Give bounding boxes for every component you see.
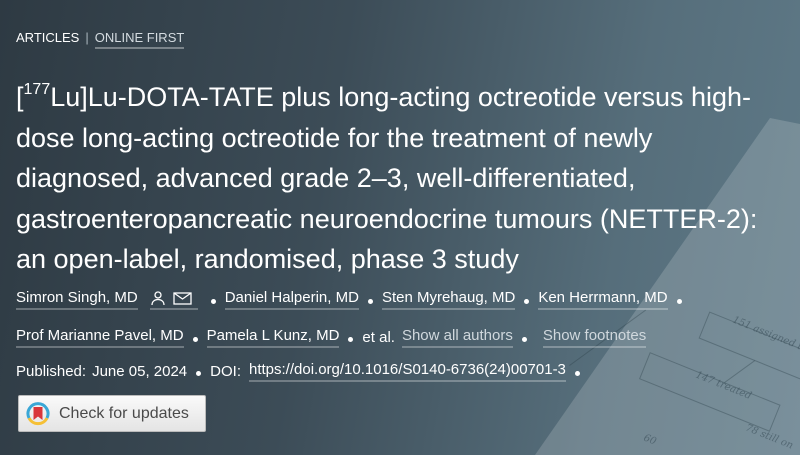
- online-first-link[interactable]: ONLINE FIRST: [94, 30, 185, 49]
- article-header: ARTICLES | ONLINE FIRST [177Lu]Lu-DOTA-TAT…: [16, 0, 796, 455]
- author-link[interactable]: Sten Myrehaug, MD: [381, 289, 516, 310]
- check-for-updates-label: Check for updates: [59, 404, 189, 422]
- authors-row-2: Prof Marianne Pavel, MD Pamela L Kunz, M…: [16, 327, 647, 348]
- author-link[interactable]: Ken Herrmann, MD: [538, 289, 668, 310]
- article-kicker: ARTICLES | ONLINE FIRST: [16, 30, 185, 49]
- show-all-authors-link[interactable]: Show all authors: [401, 327, 513, 348]
- doi-link[interactable]: https://doi.org/10.1016/S0140-6736(24)00…: [249, 361, 566, 382]
- separator-dot: [348, 337, 354, 342]
- authors-row-1: Simron Singh, MD Daniel Halperin, MD Ste…: [16, 289, 691, 310]
- separator-dot: [196, 371, 202, 376]
- et-al: et al.: [362, 329, 395, 346]
- author-link[interactable]: Prof Marianne Pavel, MD: [16, 327, 184, 348]
- publication-info: Published: June 05, 2024 DOI: https://do…: [16, 361, 589, 382]
- author-link[interactable]: Simron Singh, MD: [16, 289, 138, 310]
- separator-dot: [574, 371, 580, 376]
- separator-dot: [367, 299, 373, 304]
- title-superscript: 177: [23, 81, 51, 98]
- check-for-updates-button[interactable]: Check for updates: [18, 395, 206, 432]
- separator-dot: [524, 299, 530, 304]
- separator-dot: [192, 337, 198, 342]
- author-link[interactable]: Pamela L Kunz, MD: [206, 327, 340, 348]
- published-label: Published:: [16, 363, 87, 380]
- show-footnotes-link[interactable]: Show footnotes: [542, 327, 647, 348]
- doi-label: DOI:: [210, 363, 241, 380]
- crossmark-icon: [26, 401, 50, 425]
- separator-dot: [210, 299, 216, 304]
- author-contact-icons: [149, 290, 198, 310]
- title-bracket: [: [16, 82, 24, 112]
- section-label: ARTICLES: [16, 30, 80, 45]
- author-link[interactable]: Daniel Halperin, MD: [224, 289, 359, 310]
- separator: |: [85, 30, 89, 45]
- article-title: [177Lu]Lu-DOTA-TATE plus long-acting oct…: [16, 77, 761, 280]
- separator-dot: [521, 337, 527, 342]
- mail-icon[interactable]: [173, 290, 192, 306]
- figure-box-4-text: 60: [642, 433, 659, 448]
- person-icon[interactable]: [150, 290, 166, 306]
- title-text: Lu]Lu-DOTA-TATE plus long-acting octreot…: [16, 82, 758, 274]
- published-date: June 05, 2024: [92, 363, 188, 380]
- separator-dot: [676, 299, 682, 304]
